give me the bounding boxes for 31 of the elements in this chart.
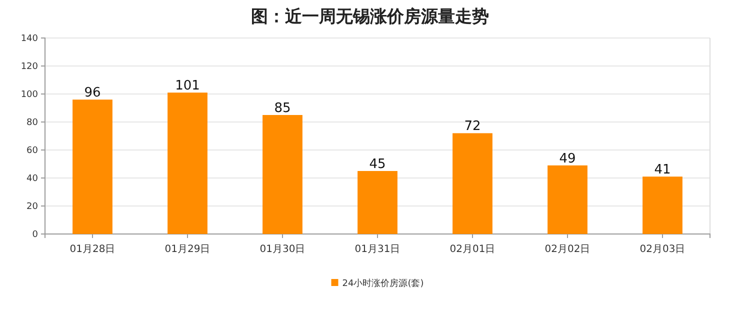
x-tick-label: 02月02日 [544,244,590,255]
x-tick-label: 01月28日 [70,244,116,255]
data-label: 41 [654,162,671,178]
data-label: 72 [464,119,481,134]
y-tick-label: 60 [26,146,38,156]
data-label: 45 [369,157,386,172]
bar [452,133,492,234]
x-tick-label: 02月03日 [640,244,686,255]
x-tick-label: 02月01日 [450,244,496,255]
y-tick-label: 140 [20,34,38,44]
x-tick-label: 01月30日 [260,244,306,255]
y-tick-label: 100 [20,90,38,100]
x-tick-label: 01月31日 [354,244,400,255]
bar [72,100,112,234]
y-tick-label: 120 [20,62,38,72]
y-tick-label: 80 [26,118,38,128]
bar [548,165,588,234]
bar [168,92,208,234]
bar [358,171,398,234]
bar [642,176,682,234]
y-tick-label: 40 [26,174,38,184]
data-label: 49 [559,151,576,166]
y-tick-label: 20 [26,202,38,212]
data-label: 96 [84,86,101,101]
y-tick-label: 0 [32,230,38,240]
data-label: 85 [274,101,291,116]
bar [262,115,302,234]
chart-title: 图：近一周无锡涨价房源量走势 [251,7,489,27]
data-label: 101 [175,78,200,94]
x-tick-label: 01月29日 [164,244,210,255]
legend-label: 24小时涨价房源(套) [342,278,424,289]
